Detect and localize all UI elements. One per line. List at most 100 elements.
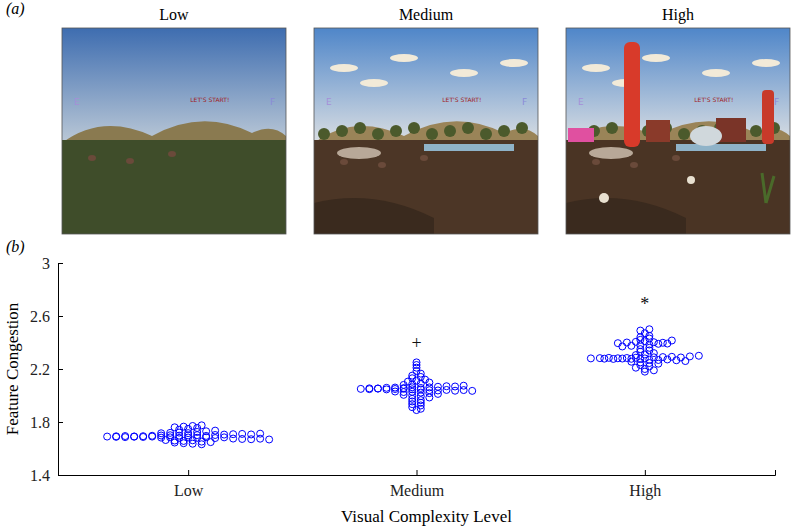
animal: [672, 155, 680, 161]
y-tick-label: 1.4: [30, 467, 50, 484]
x-tick-label: Medium: [390, 482, 445, 499]
image-frame: [566, 28, 790, 234]
flower: [599, 193, 609, 203]
figure: (a)ELET'S START!FLowELET'S START!FMedium…: [0, 0, 794, 530]
x-axis-line: [59, 470, 776, 476]
data-point: [366, 386, 373, 393]
y-tick: 2.6: [30, 308, 63, 325]
ground: [62, 140, 286, 234]
data-point: [637, 327, 644, 334]
sky: [314, 28, 538, 141]
data-point: [650, 339, 657, 346]
flower: [687, 176, 695, 184]
data-point: [357, 385, 364, 392]
x-tick: Medium: [390, 470, 445, 499]
image-title: Medium: [399, 6, 454, 23]
tree: [516, 122, 528, 134]
cloud: [390, 54, 418, 62]
data-point: [413, 407, 420, 414]
data-point: [189, 422, 196, 429]
cloud: [450, 69, 478, 77]
water: [424, 144, 514, 151]
tree: [318, 128, 330, 140]
image-frame: [314, 28, 538, 234]
data-point: [614, 355, 621, 362]
tree: [426, 128, 438, 140]
tree: [480, 128, 492, 140]
data-point: [131, 433, 138, 440]
y-tick: 1.8: [30, 414, 63, 431]
data-point: [374, 385, 381, 392]
data-point: [650, 367, 657, 374]
tree: [354, 122, 366, 134]
data-point: [198, 422, 205, 429]
animal: [630, 162, 638, 168]
data-point: [180, 440, 187, 447]
animal: [420, 155, 428, 161]
data-point: [677, 354, 684, 361]
data-point: [207, 439, 214, 446]
data-point: [632, 364, 639, 371]
tree: [750, 125, 762, 137]
tree: [462, 122, 474, 134]
tree: [606, 122, 618, 134]
scene-text: F: [522, 97, 527, 107]
data-point: [149, 433, 156, 440]
scene-text: E: [578, 97, 584, 107]
data-point: [434, 390, 441, 397]
data-point: [417, 405, 424, 412]
x-tick-mark: [645, 470, 646, 475]
y-axis: 1.41.82.22.63: [30, 255, 63, 484]
data-point: [189, 440, 196, 447]
tree: [678, 128, 690, 140]
data-point: [469, 387, 476, 394]
data-point: [212, 427, 219, 434]
y-tick: 2.2: [30, 361, 63, 378]
animal: [340, 159, 348, 165]
tree: [498, 125, 510, 137]
data-point: [682, 358, 689, 365]
data-point: [659, 354, 666, 361]
sky: [566, 28, 790, 141]
data-point: [383, 386, 390, 393]
points: [104, 326, 703, 448]
silo: [762, 90, 774, 144]
data-point: [248, 431, 255, 438]
scene-text: E: [326, 97, 332, 107]
data-point: [637, 334, 644, 341]
x-axis-title: Visual Complexity Level: [341, 507, 512, 526]
data-point: [162, 437, 169, 444]
rock: [314, 198, 434, 234]
data-point: [221, 431, 228, 438]
scene-text: F: [270, 97, 275, 107]
data-point: [122, 433, 129, 440]
data-point: [641, 368, 648, 375]
image-title: Low: [159, 6, 189, 23]
data-point: [113, 433, 120, 440]
y-tick-label: 2.6: [30, 308, 50, 325]
data-point: [668, 353, 675, 360]
animal: [88, 155, 96, 161]
data-point: [113, 433, 120, 440]
data-point: [596, 355, 603, 362]
scene-text: LET'S START!: [190, 96, 229, 103]
data-point: [655, 340, 662, 347]
pond: [337, 147, 381, 159]
data-point: [257, 430, 264, 437]
data-point: [614, 340, 621, 347]
data-point: [149, 432, 156, 439]
scene-image: ELET'S START!F: [314, 28, 538, 234]
tree: [336, 125, 348, 137]
data-point: [587, 355, 594, 362]
data-point: [686, 353, 693, 360]
cloud: [752, 59, 780, 67]
data-point: [198, 441, 205, 448]
tree: [372, 128, 384, 140]
data-point: [623, 339, 630, 346]
ground: [566, 140, 790, 234]
x-tick: High: [629, 470, 661, 500]
annotation: *: [640, 294, 649, 314]
water: [676, 144, 766, 151]
data-point: [413, 359, 420, 366]
x-tick-mark: [417, 470, 418, 475]
